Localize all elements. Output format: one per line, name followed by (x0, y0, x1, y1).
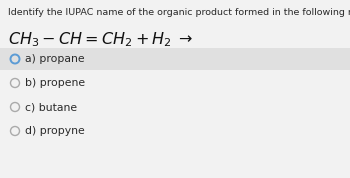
Text: d) propyne: d) propyne (25, 126, 85, 136)
Text: a) propane: a) propane (25, 54, 85, 64)
FancyBboxPatch shape (0, 48, 350, 70)
Text: b) propene: b) propene (25, 78, 85, 88)
Text: c) butane: c) butane (25, 102, 77, 112)
Text: Identify the IUPAC name of the organic product formed in the following reaction.: Identify the IUPAC name of the organic p… (8, 8, 350, 17)
Text: $\mathit{CH_3} - \mathit{CH} = \mathit{CH_2} + \mathit{H_2}\;\rightarrow$: $\mathit{CH_3} - \mathit{CH} = \mathit{C… (8, 30, 193, 49)
